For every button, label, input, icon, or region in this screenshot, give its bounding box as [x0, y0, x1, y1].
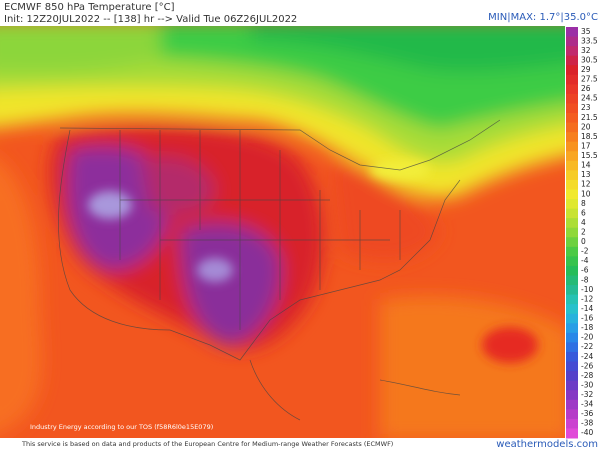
- colorbar-label: -2: [581, 247, 589, 256]
- colorbar-label: 18.5: [581, 132, 598, 141]
- colorbar-label: 30.5: [581, 55, 598, 64]
- colorbar-label: -34: [581, 400, 593, 409]
- colorbar-swatch: [566, 132, 578, 143]
- colorbar-label: 10: [581, 189, 591, 198]
- colorbar-swatch: [566, 323, 578, 334]
- colorbar-swatch: [566, 237, 578, 248]
- colorbar-swatch: [566, 246, 578, 257]
- colorbar-swatch: [566, 65, 578, 76]
- colorbar-swatch: [566, 361, 578, 372]
- colorbar-label: -12: [581, 294, 593, 303]
- min-max: MIN|MAX: 1.7°|35.0°C: [488, 12, 598, 23]
- colorbar-swatch: [566, 113, 578, 124]
- colorbar-swatch: [566, 74, 578, 85]
- colorbar-swatch: [566, 342, 578, 353]
- colorbar-label: -40: [581, 428, 593, 437]
- colorbar-swatch: [566, 332, 578, 343]
- colorbar-swatch: [566, 304, 578, 315]
- colorbar-label: -22: [581, 342, 593, 351]
- colorbar-label: 15.5: [581, 151, 598, 160]
- colorbar-label: -6: [581, 266, 589, 275]
- borders: [58, 119, 501, 421]
- colorbar-label: 17: [581, 141, 591, 150]
- colorbar-swatch: [566, 428, 578, 439]
- colorbar-swatch: [566, 160, 578, 171]
- colorbar-swatch: [566, 390, 578, 401]
- colorbar-swatch: [566, 399, 578, 410]
- colorbar-label: -18: [581, 323, 593, 332]
- colorbar-label: 6: [581, 208, 586, 217]
- colorbar-label: -8: [581, 275, 589, 284]
- colorbar-swatch: [566, 208, 578, 219]
- colorbar-label: 20: [581, 122, 591, 131]
- colorbar-label: -28: [581, 371, 593, 380]
- colorbar-swatch: [566, 151, 578, 162]
- colorbar-label: 33.5: [581, 36, 598, 45]
- site-link[interactable]: weathermodels.com: [496, 439, 598, 450]
- colorbar-label: -32: [581, 390, 593, 399]
- colorbar-swatch: [566, 418, 578, 429]
- colorbar-label: -4: [581, 256, 589, 265]
- colorbar-label: 12: [581, 180, 591, 189]
- colorbar-swatch: [566, 371, 578, 382]
- colorbar-label: 8: [581, 199, 586, 208]
- colorbar-label: 27.5: [581, 75, 598, 84]
- colorbar-swatch: [566, 103, 578, 114]
- colorbar-swatch: [566, 189, 578, 200]
- colorbar-label: -38: [581, 419, 593, 428]
- colorbar-swatch: [566, 93, 578, 104]
- colorbar: 3533.53230.52927.52624.52321.52018.51715…: [566, 27, 598, 439]
- colorbar-swatch: [566, 46, 578, 57]
- colorbar-swatch: [566, 218, 578, 229]
- colorbar-label: 29: [581, 65, 591, 74]
- colorbar-label: -30: [581, 380, 593, 389]
- colorbar-swatch: [566, 122, 578, 133]
- colorbar-swatch: [566, 227, 578, 238]
- colorbar-label: 2: [581, 228, 586, 237]
- colorbar-label: -16: [581, 314, 593, 323]
- colorbar-label: -10: [581, 285, 593, 294]
- colorbar-swatch: [566, 313, 578, 324]
- colorbar-swatch: [566, 380, 578, 391]
- colorbar-swatch: [566, 36, 578, 47]
- colorbar-label: 26: [581, 84, 591, 93]
- colorbar-swatch: [566, 265, 578, 277]
- colorbar-label: 32: [581, 46, 591, 55]
- watermark: Industry Energy according to our TOS (f5…: [30, 423, 213, 431]
- colorbar-label: 13: [581, 170, 591, 179]
- footer-note: This service is based on data and produc…: [21, 440, 393, 448]
- temperature-field: [0, 26, 565, 438]
- colorbar-label: 24.5: [581, 94, 598, 103]
- colorbar-swatch: [566, 256, 578, 267]
- colorbar-label: 23: [581, 103, 591, 112]
- colorbar-label: 14: [581, 161, 591, 170]
- colorbar-swatch: [566, 294, 578, 305]
- colorbar-label: -36: [581, 409, 593, 418]
- colorbar-label: -24: [581, 352, 593, 361]
- colorbar-label: -26: [581, 361, 593, 370]
- colorbar-swatch: [566, 84, 578, 95]
- colorbar-label: 0: [581, 237, 586, 246]
- colorbar-swatch: [566, 351, 578, 363]
- colorbar-swatch: [566, 275, 578, 286]
- colorbar-swatch: [566, 199, 578, 210]
- colorbar-swatch: [566, 179, 578, 190]
- init-time: Init: 12Z20JUL2022 -- [138] hr --> Valid…: [4, 14, 297, 25]
- colorbar-swatch: [566, 27, 578, 38]
- colorbar-swatch: [566, 285, 578, 296]
- colorbar-swatch: [566, 170, 578, 181]
- colorbar-label: 21.5: [581, 113, 598, 122]
- colorbar-label: 4: [581, 218, 586, 227]
- colorbar-label: -20: [581, 333, 593, 342]
- colorbar-swatch: [566, 141, 578, 152]
- colorbar-label: 35: [581, 27, 591, 36]
- colorbar-swatch: [566, 55, 578, 66]
- title: ECMWF 850 hPa Temperature [°C]: [4, 2, 175, 13]
- colorbar-swatch: [566, 409, 578, 420]
- colorbar-label: -14: [581, 304, 593, 313]
